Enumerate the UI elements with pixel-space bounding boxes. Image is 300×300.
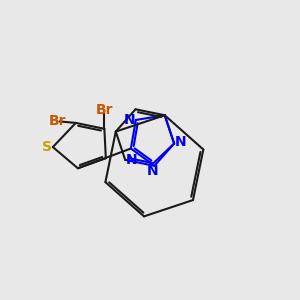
Text: N: N (124, 113, 135, 127)
Text: N: N (126, 153, 137, 167)
Text: Br: Br (49, 114, 66, 128)
Text: N: N (175, 135, 186, 149)
Text: N: N (146, 164, 158, 178)
Text: Br: Br (96, 103, 113, 117)
Text: S: S (42, 140, 52, 154)
